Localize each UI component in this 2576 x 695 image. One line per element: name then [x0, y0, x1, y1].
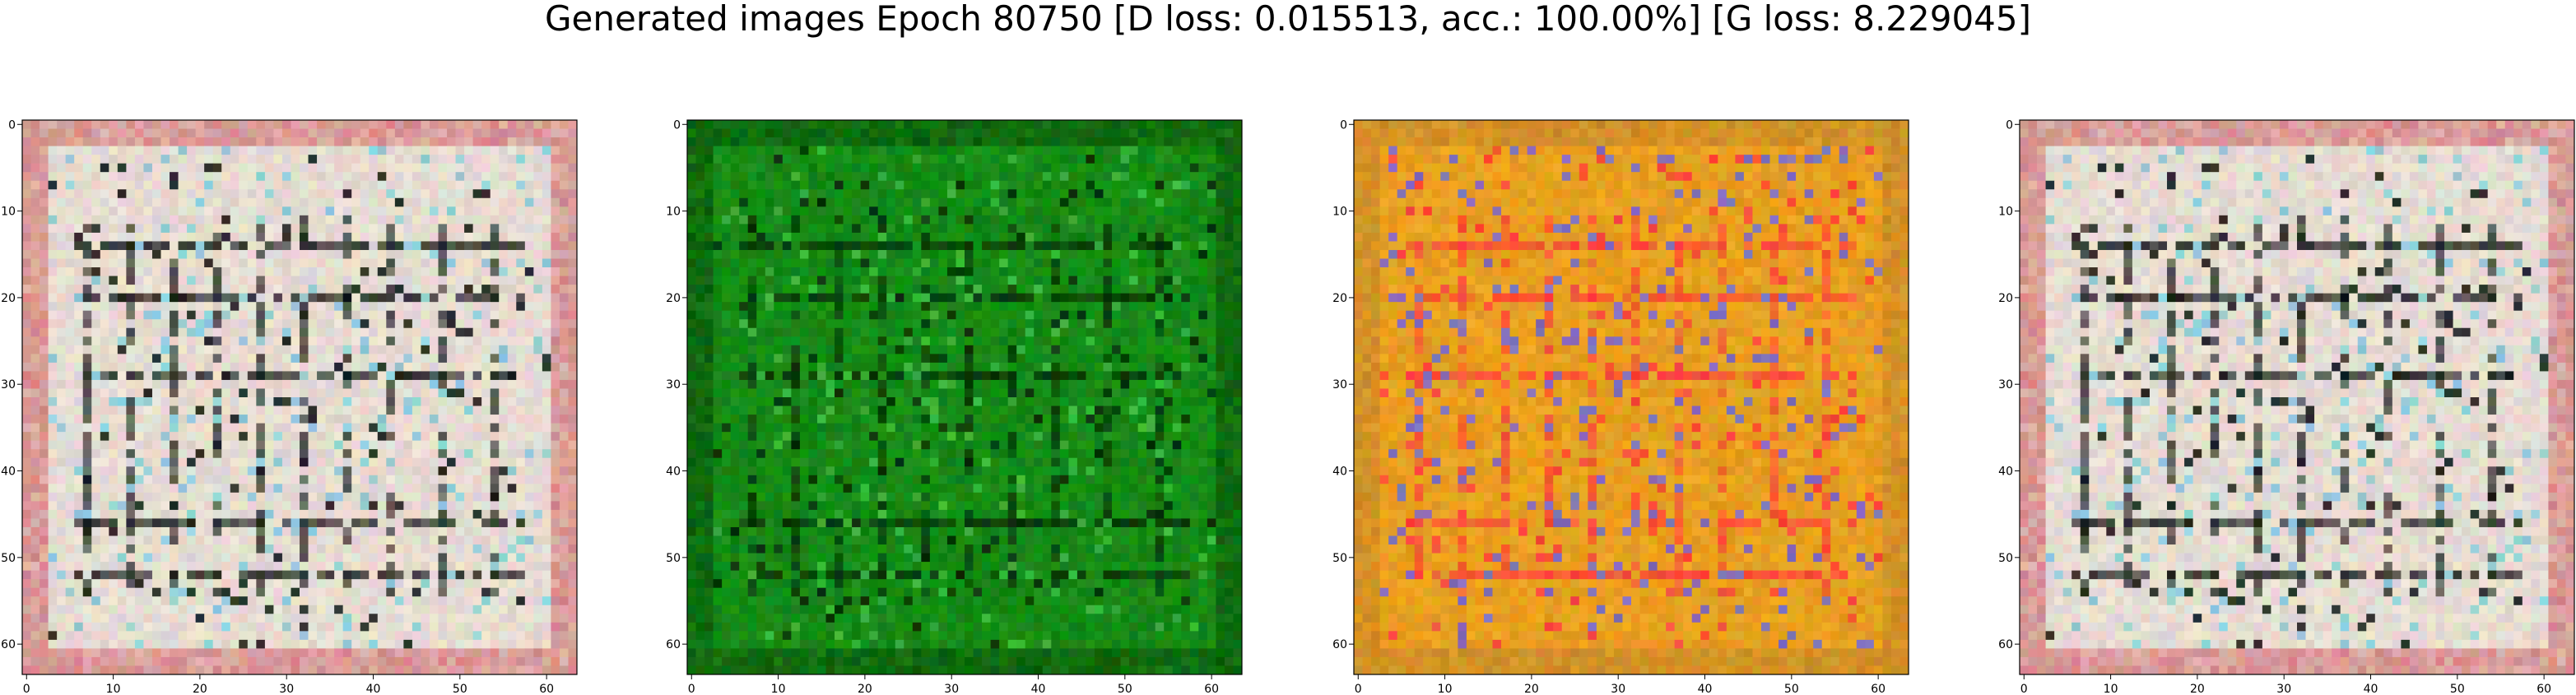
pixel-grid — [687, 120, 1243, 675]
image-panel-4: 0 10 20 30 40 50 60 0 10 20 30 40 50 60 — [1998, 118, 2575, 695]
x-tick-label: 50 — [1784, 683, 1799, 695]
x-tick-label: 30 — [944, 683, 959, 695]
y-tick-label: 30 — [666, 378, 681, 392]
y-tick-label: 50 — [666, 552, 681, 565]
x-tick-label: 60 — [1871, 683, 1886, 695]
axes-frame — [686, 119, 1243, 675]
y-tick-label: 40 — [666, 466, 681, 479]
figure-title: Generated images Epoch 80750 [D loss: 0.… — [544, 0, 2032, 39]
x-tick-label: 60 — [2536, 683, 2551, 695]
pixel-grid — [2020, 120, 2575, 675]
x-tick-label: 10 — [2104, 683, 2118, 695]
x-tick-label: 40 — [2364, 683, 2378, 695]
x-tick-label: 50 — [453, 683, 467, 695]
y-tick-label: 60 — [1, 638, 16, 651]
y-tick-label: 30 — [1998, 378, 2013, 392]
x-tick-label: 0 — [688, 683, 695, 695]
x-tick-label: 0 — [23, 683, 30, 695]
axes-frame — [2019, 119, 2575, 675]
pixel-grid — [1354, 120, 1909, 675]
y-tick-label: 20 — [1, 292, 16, 305]
x-tick-label: 10 — [771, 683, 786, 695]
y-tick-label: 50 — [1998, 552, 2013, 565]
y-tick-label: 0 — [8, 118, 16, 132]
y-tick-label: 0 — [2006, 118, 2013, 132]
x-tick-label: 50 — [1118, 683, 1132, 695]
x-tick-label: 30 — [2276, 683, 2291, 695]
y-tick-label: 10 — [666, 206, 681, 219]
x-tick-label: 40 — [366, 683, 381, 695]
y-tick-label: 0 — [1340, 118, 1347, 132]
x-tick-label: 20 — [2190, 683, 2205, 695]
y-tick-label: 60 — [1332, 638, 1347, 651]
y-tick-label: 10 — [1998, 206, 2013, 219]
x-tick-label: 20 — [1524, 683, 1539, 695]
y-tick-label: 40 — [1998, 466, 2013, 479]
x-tick-label: 20 — [193, 683, 207, 695]
x-tick-label: 10 — [106, 683, 121, 695]
y-tick-label: 20 — [1332, 292, 1347, 305]
x-tick-label: 10 — [1438, 683, 1453, 695]
y-tick-label: 30 — [1332, 378, 1347, 392]
y-tick-label: 50 — [1332, 552, 1347, 565]
image-panel-2: 0 10 20 30 40 50 60 0 10 20 30 40 50 60 — [666, 118, 1243, 695]
x-tick-label: 60 — [1204, 683, 1219, 695]
x-tick-label: 0 — [2020, 683, 2028, 695]
y-tick-label: 50 — [1, 552, 16, 565]
image-panel-1: 0 10 20 30 40 50 60 0 10 20 30 40 50 60 — [1, 118, 578, 695]
y-tick-label: 60 — [1998, 638, 2013, 651]
pixel-grid — [22, 120, 578, 675]
y-tick-label: 10 — [1332, 206, 1347, 219]
y-tick-label: 40 — [1332, 466, 1347, 479]
axes-frame — [21, 119, 578, 675]
y-tick-label: 10 — [1, 206, 16, 219]
x-tick-label: 30 — [279, 683, 294, 695]
y-tick-label: 0 — [673, 118, 681, 132]
x-tick-label: 50 — [2450, 683, 2465, 695]
x-tick-label: 0 — [1355, 683, 1362, 695]
x-tick-label: 40 — [1698, 683, 1713, 695]
y-tick-label: 40 — [1, 466, 16, 479]
x-tick-label: 30 — [1611, 683, 1625, 695]
x-tick-label: 20 — [858, 683, 872, 695]
y-tick-label: 30 — [1, 378, 16, 392]
x-tick-label: 40 — [1031, 683, 1046, 695]
axes-frame — [1353, 119, 1909, 675]
y-tick-label: 20 — [666, 292, 681, 305]
y-tick-label: 20 — [1998, 292, 2013, 305]
x-tick-label: 60 — [539, 683, 554, 695]
y-tick-label: 60 — [666, 638, 681, 651]
image-panel-3: 0 10 20 30 40 50 60 0 10 20 30 40 50 60 — [1332, 118, 1909, 695]
